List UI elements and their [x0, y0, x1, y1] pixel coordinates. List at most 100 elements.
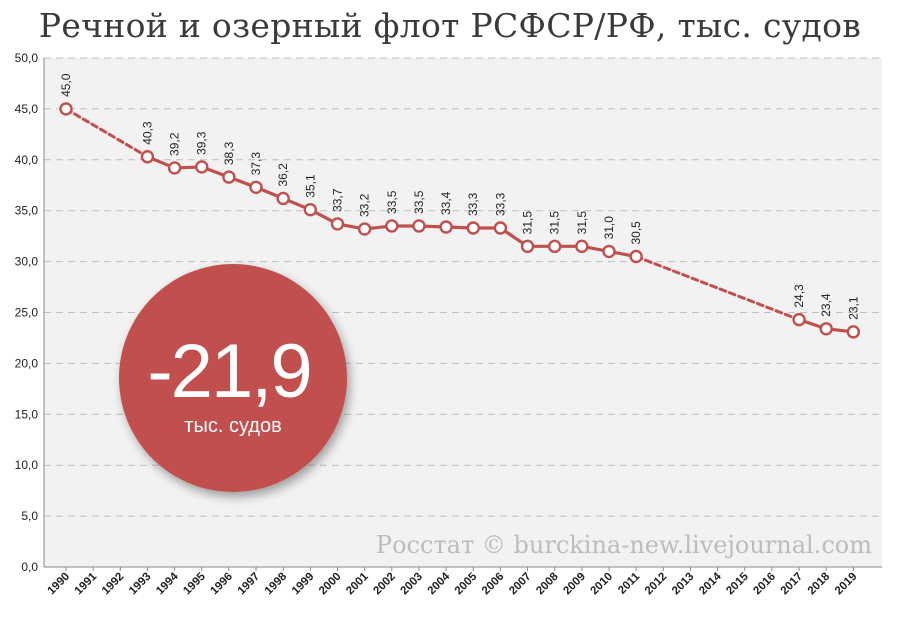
x-tick-label: 2011 — [616, 570, 643, 597]
x-tick-label: 2012 — [643, 571, 670, 598]
x-tick-label: 2008 — [534, 570, 561, 597]
data-label: 31,5 — [548, 211, 562, 235]
gridlines — [44, 57, 882, 517]
dashed-segment — [64, 107, 149, 159]
interpolated-segments — [64, 107, 801, 322]
source-watermark: Росстат © burckina-new.livejournal.com — [376, 531, 872, 559]
y-tick-label: 50,0 — [15, 51, 39, 65]
data-label: 30,5 — [629, 221, 643, 245]
x-tick-label: 2014 — [697, 570, 724, 597]
x-tick-label: 2009 — [561, 571, 588, 598]
data-label: 39,3 — [195, 131, 209, 155]
data-label: 39,2 — [168, 132, 182, 156]
data-label: 33,7 — [331, 188, 345, 212]
x-tick-label: 2016 — [751, 571, 778, 598]
x-axis: 1990 1991 1992 1993 1994 1995 1996 1997 1998 1999… — [46, 567, 860, 598]
x-tick-label: 1992 — [100, 571, 127, 598]
data-label: 23,1 — [846, 296, 860, 320]
x-tick-label: 1993 — [127, 571, 154, 598]
data-point — [59, 102, 73, 116]
data-point — [846, 325, 861, 339]
x-tick-label: 1997 — [236, 571, 263, 598]
y-tick-label: 30,0 — [15, 255, 39, 269]
data-points — [59, 102, 861, 339]
x-tick-label: 2006 — [480, 571, 507, 598]
data-label: 33,5 — [385, 190, 399, 214]
x-tick-label: 1999 — [290, 571, 317, 598]
data-label: 31,0 — [602, 216, 616, 240]
data-label: 35,1 — [303, 174, 317, 198]
data-label: 31,5 — [521, 211, 535, 235]
data-point — [439, 220, 453, 234]
x-tick-label: 2003 — [398, 571, 425, 598]
x-tick-label: 2013 — [670, 571, 697, 598]
data-label: 31,5 — [575, 211, 589, 235]
y-tick-label: 20,0 — [15, 356, 39, 370]
x-tick-label: 2015 — [724, 570, 751, 597]
data-point — [222, 170, 236, 184]
data-point — [385, 219, 399, 233]
data-point — [140, 150, 155, 164]
y-tick-label: 40,0 — [15, 153, 39, 167]
data-label: 40,3 — [140, 121, 154, 145]
change-bubble: -21,9 тыс. судов — [119, 264, 347, 492]
data-label: 33,3 — [466, 192, 480, 216]
y-tick-label: 15,0 — [15, 407, 39, 421]
x-tick-label: 2017 — [779, 571, 806, 598]
dashed-segment — [634, 255, 801, 322]
y-tick-label: 35,0 — [15, 204, 39, 218]
data-label: 38,3 — [222, 141, 236, 165]
x-tick-label: 2002 — [371, 571, 398, 598]
data-point — [520, 239, 535, 254]
y-axis: 0,0 5,0 10,0 15,0 20,0 25,0 30,0 35,0 40,0 45,0 50… — [15, 51, 882, 574]
x-tick-label: 1991 — [73, 570, 100, 597]
chart-title: Речной и озерный флот РСФСР/РФ, тыс. суд… — [38, 6, 862, 45]
y-tick-label: 10,0 — [15, 458, 39, 472]
data-label: 33,5 — [412, 190, 426, 214]
y-tick-label: 25,0 — [15, 306, 39, 320]
x-tick-label: 2001 — [344, 570, 371, 597]
y-tick-label: 0,0 — [21, 560, 38, 574]
y-tick-label: 45,0 — [15, 102, 39, 116]
x-tick-label: 2010 — [589, 571, 616, 598]
data-point — [303, 202, 318, 217]
x-tick-label: 2004 — [426, 570, 453, 597]
x-tick-label: 1994 — [154, 570, 181, 597]
data-point — [357, 222, 372, 236]
y-tick-label: 5,0 — [21, 509, 38, 523]
data-point — [792, 312, 806, 327]
data-label: 23,4 — [819, 293, 833, 317]
data-point — [548, 239, 562, 254]
data-point — [575, 239, 589, 254]
data-point — [819, 322, 833, 336]
x-tick-label: 1996 — [208, 571, 235, 598]
x-tick-label: 2005 — [453, 570, 480, 597]
data-labels: 45,0 40,3 39,2 39,3 38,3 37,3 36,2 35,1 33,7 33,2… — [59, 73, 860, 320]
x-tick-label: 2019 — [833, 571, 860, 598]
x-tick-label: 2018 — [806, 570, 833, 597]
data-label: 33,3 — [493, 192, 507, 216]
change-bubble-circle — [119, 264, 347, 492]
data-point — [249, 180, 263, 194]
x-tick-label: 1995 — [181, 570, 208, 597]
data-point — [412, 219, 426, 233]
data-point — [276, 191, 290, 206]
data-label: 45,0 — [59, 73, 73, 97]
x-tick-label: 1998 — [263, 570, 290, 597]
data-point — [629, 249, 643, 264]
data-label: 33,2 — [358, 193, 372, 217]
data-point — [167, 161, 182, 175]
data-label: 24,3 — [792, 284, 806, 308]
change-value: -21,9 — [147, 329, 310, 414]
change-unit: тыс. судов — [184, 415, 281, 437]
data-point — [602, 244, 616, 259]
x-tick-label: 2000 — [317, 571, 344, 598]
data-label: 37,3 — [249, 152, 263, 176]
data-point — [330, 217, 345, 231]
x-tick-label: 1990 — [46, 571, 73, 598]
x-tick-label: 2007 — [507, 571, 534, 598]
data-point — [195, 160, 209, 174]
data-point — [466, 221, 480, 235]
data-point — [493, 221, 508, 235]
